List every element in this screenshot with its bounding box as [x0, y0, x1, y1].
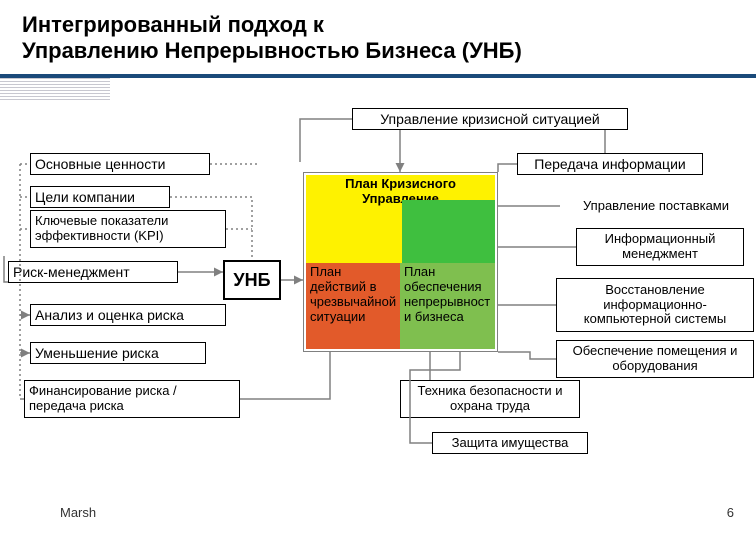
risk-analysis-box: Анализ и оценка риска	[30, 304, 226, 326]
title-line2: Управлению Непрерывностью Бизнеса (УНБ)	[22, 38, 522, 63]
safety-box: Техника безопасности и охрана труда	[400, 380, 580, 418]
crisis-situation-box: Управление кризисной ситуацией	[352, 108, 628, 130]
core-values-box: Основные ценности	[30, 153, 210, 175]
info-mgmt-box: Информационный менеджмент	[576, 228, 744, 266]
risk-finance-box: Финансирование риска / передача риска	[24, 380, 240, 418]
premises-box: Обеспечение помещения и оборудования	[556, 340, 754, 378]
unb-center-box: УНБ	[223, 260, 281, 300]
property-box: Защита имущества	[432, 432, 588, 454]
risk-mgmt-box: Риск-менеджмент	[8, 261, 178, 283]
it-restore-box: Восстановление информационно-компьютерно…	[556, 278, 754, 332]
goals-box: Цели компании	[30, 186, 170, 208]
kpi-box: Ключевые показатели эффективности (KPI)	[30, 210, 226, 248]
action-plan-label: План действий в чрезвычайной ситуации	[310, 264, 396, 324]
green-overlay-1	[402, 200, 495, 263]
supply-box: Управление поставками	[560, 195, 752, 217]
footer-right: 6	[727, 505, 734, 520]
title-line1: Интегрированный подход к	[22, 12, 324, 37]
continuity-plan-block: План обеспечения непрерывност и бизнеса	[400, 263, 495, 349]
page-title: Интегрированный подход к Управлению Непр…	[22, 12, 522, 65]
footer-left: Marsh	[60, 505, 96, 520]
continuity-plan-label: План обеспечения непрерывност и бизнеса	[404, 264, 490, 324]
risk-reduce-box: Уменьшение риска	[30, 342, 206, 364]
hatch-decor	[0, 78, 110, 102]
info-transfer-box: Передача информации	[517, 153, 703, 175]
action-plan-block: План действий в чрезвычайной ситуации	[306, 263, 400, 349]
title-underline	[0, 74, 756, 78]
unb-label: УНБ	[233, 270, 270, 291]
